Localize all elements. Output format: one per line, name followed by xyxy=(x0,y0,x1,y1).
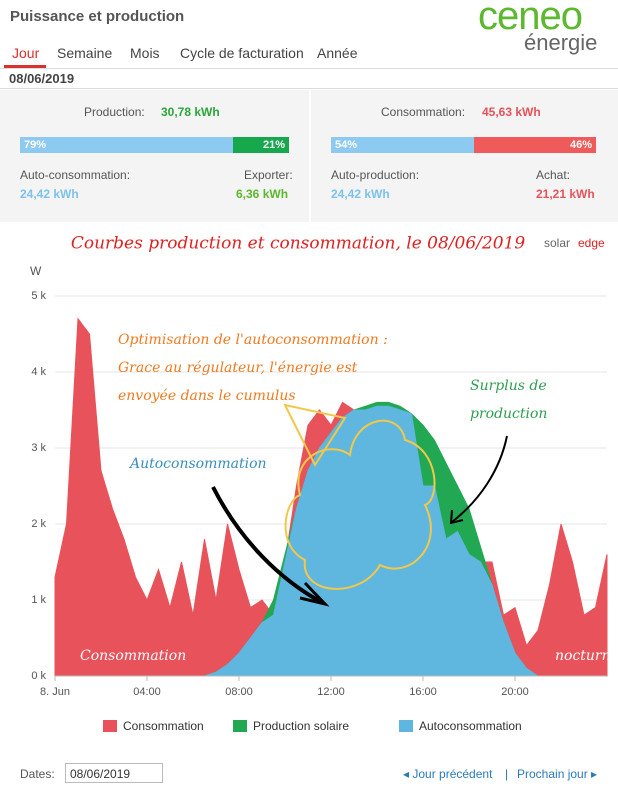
logo-sub: énergie xyxy=(524,30,598,55)
prev-day[interactable]: ◂ Jour précédent xyxy=(403,767,493,781)
y-tick-label: 3 k xyxy=(31,442,46,454)
annotation: Optimisation de l'autoconsommation : xyxy=(118,332,388,348)
x-tick-label: 20:00 xyxy=(501,686,529,698)
y-axis-label: W xyxy=(30,264,42,278)
legend-label: Consommation xyxy=(123,719,204,733)
split-label: 54% xyxy=(335,139,358,151)
legend-swatch xyxy=(399,720,413,732)
x-tick-label: 16:00 xyxy=(409,686,437,698)
split-label: 21% xyxy=(262,139,285,151)
tab-underline xyxy=(4,65,46,68)
next-day[interactable]: Prochain jour ▸ xyxy=(517,767,598,781)
split-bar: 54% 46% xyxy=(331,137,596,153)
next-day-text[interactable]: Prochain jour xyxy=(517,767,588,781)
y-tick-label: 5 k xyxy=(31,290,46,302)
dates-label: Dates: xyxy=(20,767,55,781)
date-input[interactable]: 08/06/2019 xyxy=(65,763,163,783)
annotation: Consommation xyxy=(80,648,186,664)
split-segment: 79% xyxy=(20,137,233,153)
label: Auto-production: xyxy=(331,168,420,182)
tab[interactable]: Cycle de facturation xyxy=(180,45,304,61)
legend: Consommation Production solaire Autoconsom… xyxy=(103,719,522,733)
chart-title: Courbes production et consommation, le 0… xyxy=(71,234,526,254)
y-tick-label: 2 k xyxy=(31,518,46,530)
separator: | xyxy=(505,767,509,781)
logo: ceneo xyxy=(478,0,583,38)
annotation: nocturne xyxy=(555,648,618,664)
callout xyxy=(283,403,347,468)
split-label: 46% xyxy=(569,139,592,151)
annotation: production xyxy=(470,406,547,422)
value: 6,36 kWh xyxy=(236,187,289,201)
consommation-panel: Consommation: 45,63 kWh 54% 46% Auto-prod… xyxy=(311,90,618,222)
value: 21,21 kWh xyxy=(536,187,595,201)
arrowhead xyxy=(299,581,330,607)
annotation: envoyée dans le cumulus xyxy=(118,388,296,404)
split-segment: 54% xyxy=(331,137,475,153)
annotation: Surplus de xyxy=(470,378,547,394)
x-tick-label: 8. Jun xyxy=(40,686,70,698)
divider xyxy=(0,68,618,69)
production-panel: Production: 30,78 kWh 79% 21% Auto-consom… xyxy=(0,90,309,222)
arrowhead xyxy=(449,509,464,525)
value: 24,42 kWh xyxy=(20,187,79,201)
page-title: Puissance et production xyxy=(10,8,185,25)
legend-label: Production solaire xyxy=(253,719,349,733)
arrow xyxy=(211,486,324,605)
split-label: 79% xyxy=(24,139,47,151)
tab[interactable]: Semaine xyxy=(57,45,113,61)
divider xyxy=(0,88,618,89)
brand: edge xyxy=(578,236,605,250)
split-segment: 46% xyxy=(474,137,596,153)
tab[interactable]: Jour xyxy=(12,45,40,61)
split-bar: 79% 21% xyxy=(20,137,289,153)
annotation: Grace au régulateur, l'énergie est xyxy=(118,360,358,376)
prev-day-text[interactable]: Jour précédent xyxy=(412,767,493,781)
current-date: 08/06/2019 xyxy=(9,71,75,86)
label: Consommation: xyxy=(381,105,466,119)
split-segment: 21% xyxy=(232,137,289,153)
tab[interactable]: Année xyxy=(317,45,358,61)
y-tick-label: 1 k xyxy=(31,594,46,606)
label: Production: xyxy=(84,105,145,119)
label: Exporter: xyxy=(244,168,293,182)
brand: solar xyxy=(544,236,570,250)
annotation-shapes xyxy=(211,403,508,607)
y-tick-label: 0 k xyxy=(31,670,46,682)
cumulus-cloud xyxy=(284,419,436,590)
plot: 0 k 1 k 2 k 3 k 4 k 5 k 8. Jun 04:00 08:00 12:00 1… xyxy=(31,290,608,698)
y-tick-label: 4 k xyxy=(31,366,46,378)
legend-swatch xyxy=(103,720,117,732)
label: Achat: xyxy=(536,168,571,182)
value: 24,42 kWh xyxy=(331,187,390,201)
legend-swatch xyxy=(233,720,247,732)
tab[interactable]: Mois xyxy=(130,45,160,61)
x-tick-label: 12:00 xyxy=(317,686,345,698)
chart: Courbes production et consommation, le 0… xyxy=(30,234,618,734)
arrow xyxy=(451,435,508,523)
value: 45,63 kWh xyxy=(482,105,541,119)
x-tick-label: 04:00 xyxy=(133,686,161,698)
annotation: Autoconsommation xyxy=(128,456,267,472)
x-tick-label: 08:00 xyxy=(225,686,253,698)
value: 30,78 kWh xyxy=(161,105,220,119)
label: Auto-consommation: xyxy=(20,168,131,182)
legend-label: Autoconsommation xyxy=(419,719,522,733)
